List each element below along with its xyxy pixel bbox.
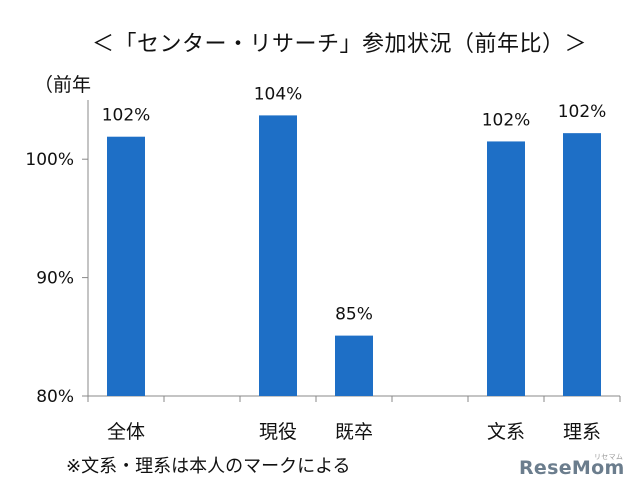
bar-value-label: 102% — [558, 102, 607, 122]
bar-value-label: 102% — [102, 106, 151, 126]
y-tick-label: 100% — [25, 150, 74, 170]
bar — [335, 335, 373, 396]
chart-title: ＜「センター・リサーチ」参加状況（前年比）＞ — [92, 32, 588, 57]
x-category-label: 既卒 — [335, 421, 373, 443]
bar-value-label: 102% — [482, 110, 531, 130]
bar — [563, 133, 601, 397]
x-category-label: 理系 — [563, 421, 601, 443]
bar-value-label: 104% — [254, 84, 303, 104]
y-axis-label: （前年 — [34, 74, 92, 96]
y-tick-label: 90% — [36, 269, 74, 289]
logo-subtext: リセマム — [594, 453, 624, 461]
x-category-label: 文系 — [487, 421, 525, 443]
footnote: ※文系・理系は本人のマークによる — [66, 456, 351, 477]
logo-text: ReseMom — [519, 457, 625, 479]
x-category-label: 全体 — [107, 421, 145, 443]
bar — [487, 141, 525, 396]
bar — [259, 115, 297, 396]
x-category-label: 現役 — [259, 421, 297, 443]
bar-value-label: 85% — [335, 305, 373, 325]
y-tick-label: 80% — [36, 387, 74, 407]
resemom-logo: ReseMom リセマム — [519, 453, 625, 479]
bar — [107, 136, 145, 397]
